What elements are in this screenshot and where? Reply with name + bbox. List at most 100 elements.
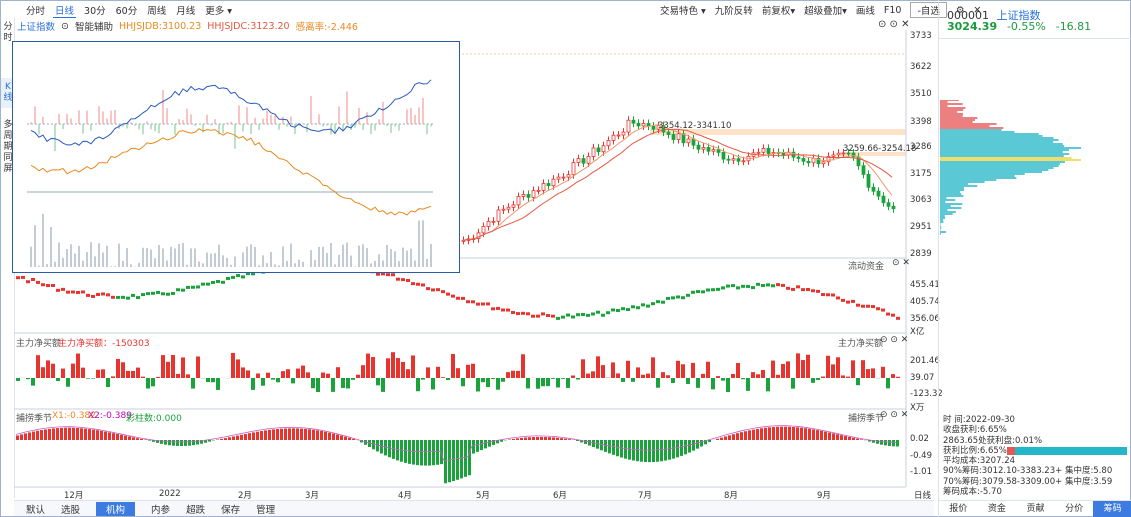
flow-block	[526, 312, 530, 316]
flow-block	[446, 292, 450, 296]
flow-block	[701, 290, 705, 294]
season-bar	[552, 437, 555, 440]
panel-controls-icon[interactable]: ⊙ ⊙ ✕	[878, 19, 910, 30]
f10-button[interactable]: F10	[883, 4, 902, 16]
net-bar	[231, 352, 235, 378]
net-bar	[441, 377, 445, 378]
stock-price-line: 3024.39 -0.55% -16.81	[947, 20, 1091, 33]
candle	[561, 176, 566, 179]
dropdown-icon[interactable]: ⊙	[61, 20, 69, 32]
tab-30min[interactable]: 30分	[84, 6, 106, 17]
right-tab-chips[interactable]: 筹码	[1093, 501, 1131, 517]
bottom-tab-manage[interactable]: 管理	[256, 504, 276, 516]
nine-reversal-button[interactable]: 九阶反转	[714, 6, 753, 17]
bottom-tab-oversold[interactable]: 超跌	[186, 504, 206, 516]
bottom-tab-institution[interactable]: 机构	[96, 501, 136, 516]
left-tab-kline[interactable]: K线	[1, 78, 15, 108]
flow-block	[466, 300, 470, 304]
tab-monthly[interactable]: 月线	[176, 6, 196, 17]
season-bar	[392, 440, 395, 459]
candle	[501, 208, 506, 211]
right-tab-fund[interactable]: 资金	[987, 504, 1006, 514]
bottom-tab-inside[interactable]: 内参	[151, 504, 171, 516]
index-name[interactable]: 上证指数	[17, 22, 56, 33]
draw-line-button[interactable]: 画线	[855, 6, 875, 17]
season-panel-controls[interactable]: ⊙ ⊙ ✕	[880, 410, 909, 420]
inset-intraday-chart[interactable]	[12, 41, 460, 273]
x-tick: 7月	[638, 491, 652, 501]
right-tab-quote[interactable]: 报价	[949, 504, 968, 514]
net-bar	[851, 360, 855, 378]
main-tick: -123.32	[910, 389, 943, 399]
flow-block	[796, 285, 800, 289]
left-tab-multi[interactable]: 多周期同屏	[3, 120, 13, 174]
season-bar	[816, 430, 819, 440]
season-bar	[292, 428, 295, 440]
flow-block	[136, 296, 140, 300]
season-color: 彩柱数:0.000	[126, 414, 182, 424]
tab-60min[interactable]: 60分	[115, 6, 138, 17]
season-bar	[64, 427, 67, 440]
flow-block	[561, 315, 565, 319]
tab-daily[interactable]: 日线	[53, 3, 77, 18]
season-bar	[328, 432, 331, 440]
candle	[696, 144, 701, 150]
flow-block	[146, 292, 150, 296]
season-bar	[784, 426, 787, 440]
tab-more[interactable]: 更多 ▾	[205, 6, 233, 17]
adjust-menu[interactable]: 前复权▾	[761, 6, 796, 17]
trade-feature-menu[interactable]: 交易特色 ▾	[660, 6, 706, 17]
season-bar	[548, 437, 551, 440]
flow-tick: 405.74	[910, 297, 940, 307]
net-bar	[516, 370, 520, 378]
right-tab-price[interactable]: 分价	[1065, 504, 1084, 514]
bottom-tab-select[interactable]: 选股	[61, 504, 81, 516]
net-bar	[141, 376, 145, 378]
season-bar	[764, 427, 767, 440]
close-icon[interactable]: ✕	[973, 4, 982, 16]
flow-panel-controls[interactable]: ⊙ ✕	[892, 258, 910, 268]
season-bar	[540, 436, 543, 440]
tab-fenshi[interactable]: 分时	[26, 6, 46, 17]
net-bar	[481, 378, 485, 383]
settings-icon[interactable]: ⚙	[955, 4, 965, 16]
right-tab-contribution[interactable]: 贡献	[1026, 504, 1045, 514]
flow-block	[56, 288, 60, 292]
flow-block	[201, 282, 205, 286]
flow-block	[36, 280, 40, 284]
net-bar	[586, 373, 590, 378]
season-bar	[804, 428, 807, 440]
net-bar	[196, 356, 200, 378]
stock-name[interactable]: 上证指数	[996, 9, 1041, 22]
left-tab-fenshi[interactable]: 分时	[3, 22, 13, 43]
watchlist-button[interactable]: -自选	[910, 2, 947, 18]
overlay-menu[interactable]: 超级叠加▾	[804, 6, 847, 17]
season-bar	[56, 428, 59, 440]
net-bar	[26, 378, 30, 380]
candle	[836, 152, 841, 156]
net-bar	[621, 378, 625, 382]
bottom-tab-save[interactable]: 保存	[221, 504, 241, 516]
season-bar	[164, 440, 167, 445]
bottom-tab-default[interactable]: 默认	[26, 504, 46, 516]
season-bar	[244, 433, 247, 440]
flow-block	[106, 293, 110, 297]
season-bar	[400, 440, 403, 462]
net-bar	[136, 367, 140, 378]
flow-block	[486, 302, 490, 306]
season-bar	[152, 440, 155, 442]
net-bar	[866, 369, 870, 378]
smart-assist[interactable]: 智能辅助	[74, 22, 113, 33]
flow-block	[111, 295, 115, 299]
season-bar	[460, 440, 463, 479]
season-bar	[124, 435, 127, 440]
stock-pct: -0.55%	[1006, 20, 1046, 33]
flow-block	[881, 308, 885, 312]
net-bar	[151, 378, 155, 387]
main-panel-controls[interactable]: ⊙ ⊙ ✕	[880, 335, 909, 345]
candle	[796, 156, 801, 159]
net-bar	[556, 378, 560, 388]
tab-weekly[interactable]: 周线	[147, 6, 167, 17]
flow-block	[41, 283, 45, 287]
candle	[496, 209, 501, 222]
